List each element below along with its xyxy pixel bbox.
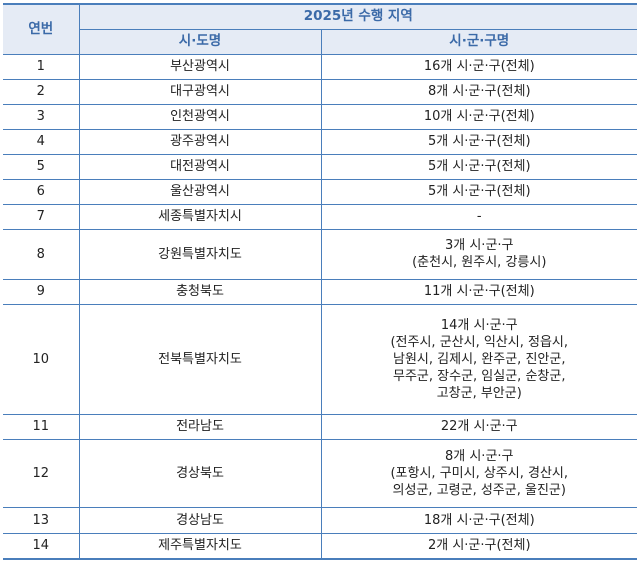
header-no: 연번 [3, 3, 80, 55]
table-row: 14 제주특별자치도 2개 시·군·구(전체) [3, 532, 637, 560]
table-row: 9 충청북도 11개 시·군·구(전체) [3, 278, 637, 305]
cell-province: 부산광역시 [78, 53, 322, 80]
table-row: 1 부산광역시 16개 시·군·구(전체) [3, 53, 637, 80]
header-row: 연번 2025년 수행 지역 [3, 3, 637, 55]
cell-district: 18개 시·군·구(전체) [320, 506, 637, 534]
cell-district: 8개 시·군·구 (포항시, 구미시, 상주시, 경산시, 의성군, 고령군, … [320, 438, 637, 508]
table-row: 7 세종특별자치시 - [3, 203, 637, 230]
cell-no: 9 [3, 278, 80, 305]
cell-province: 경상북도 [78, 438, 322, 508]
cell-no: 4 [3, 128, 80, 155]
cell-province: 광주광역시 [78, 128, 322, 155]
cell-district: - [320, 203, 637, 230]
cell-district: 2개 시·군·구(전체) [320, 532, 637, 560]
cell-no: 5 [3, 153, 80, 180]
cell-district: 5개 시·군·구(전체) [320, 153, 637, 180]
cell-no: 7 [3, 203, 80, 230]
cell-district: 16개 시·군·구(전체) [320, 53, 637, 80]
cell-province: 울산광역시 [78, 178, 322, 205]
cell-district: 10개 시·군·구(전체) [320, 103, 637, 130]
cell-province: 전북특별자치도 [78, 303, 322, 415]
header-province: 시·도명 [79, 28, 322, 55]
cell-province: 대구광역시 [78, 78, 322, 105]
cell-province: 경상남도 [78, 506, 322, 534]
table-row: 12 경상북도 8개 시·군·구 (포항시, 구미시, 상주시, 경산시, 의성군,… [3, 438, 637, 508]
cell-district: 14개 시·군·구 (전주시, 군산시, 익산시, 정읍시, 남원시, 김제시,… [320, 303, 637, 415]
cell-district: 22개 시·군·구 [320, 413, 637, 440]
cell-province: 대전광역시 [78, 153, 322, 180]
table-row: 10 전북특별자치도 14개 시·군·구 (전주시, 군산시, 익산시, 정읍시, … [3, 303, 637, 415]
cell-district: 5개 시·군·구(전체) [320, 178, 637, 205]
cell-district: 11개 시·군·구(전체) [320, 278, 637, 305]
cell-no: 2 [3, 78, 80, 105]
cell-no: 1 [3, 53, 80, 80]
cell-district: 5개 시·군·구(전체) [320, 128, 637, 155]
header-group: 2025년 수행 지역 [78, 3, 637, 30]
header-district: 시·군·구명 [320, 28, 637, 55]
cell-no: 10 [3, 303, 80, 415]
cell-no: 13 [3, 506, 80, 534]
table-row: 4 광주광역시 5개 시·군·구(전체) [3, 128, 637, 155]
cell-no: 8 [3, 228, 80, 280]
cell-no: 14 [3, 532, 80, 560]
table-row: 11 전라남도 22개 시·군·구 [3, 413, 637, 440]
cell-province: 전라남도 [78, 413, 322, 440]
cell-no: 12 [3, 438, 80, 508]
header-row: 시·도명 시·군·구명 [3, 28, 637, 55]
table-row: 6 울산광역시 5개 시·군·구(전체) [3, 178, 637, 205]
table-row: 3 인천광역시 10개 시·군·구(전체) [3, 103, 637, 130]
table-row: 8 강원특별자치도 3개 시·군·구 (춘천시, 원주시, 강릉시) [3, 228, 637, 280]
cell-province: 제주특별자치도 [78, 532, 322, 560]
cell-district: 8개 시·군·구(전체) [320, 78, 637, 105]
cell-province: 세종특별자치시 [78, 203, 322, 230]
cell-no: 3 [3, 103, 80, 130]
cell-no: 6 [3, 178, 80, 205]
cell-no: 11 [3, 413, 80, 440]
table-row: 2 대구광역시 8개 시·군·구(전체) [3, 78, 637, 105]
regions-table: 연번 2025년 수행 지역 시·도명 시·군·구명 1 부산광역시 16개 시·군… [3, 3, 637, 560]
cell-province: 인천광역시 [78, 103, 322, 130]
cell-district: 3개 시·군·구 (춘천시, 원주시, 강릉시) [320, 228, 637, 280]
cell-province: 충청북도 [78, 278, 322, 305]
table-row: 5 대전광역시 5개 시·군·구(전체) [3, 153, 637, 180]
cell-province: 강원특별자치도 [78, 228, 322, 280]
table-row: 13 경상남도 18개 시·군·구(전체) [3, 506, 637, 534]
